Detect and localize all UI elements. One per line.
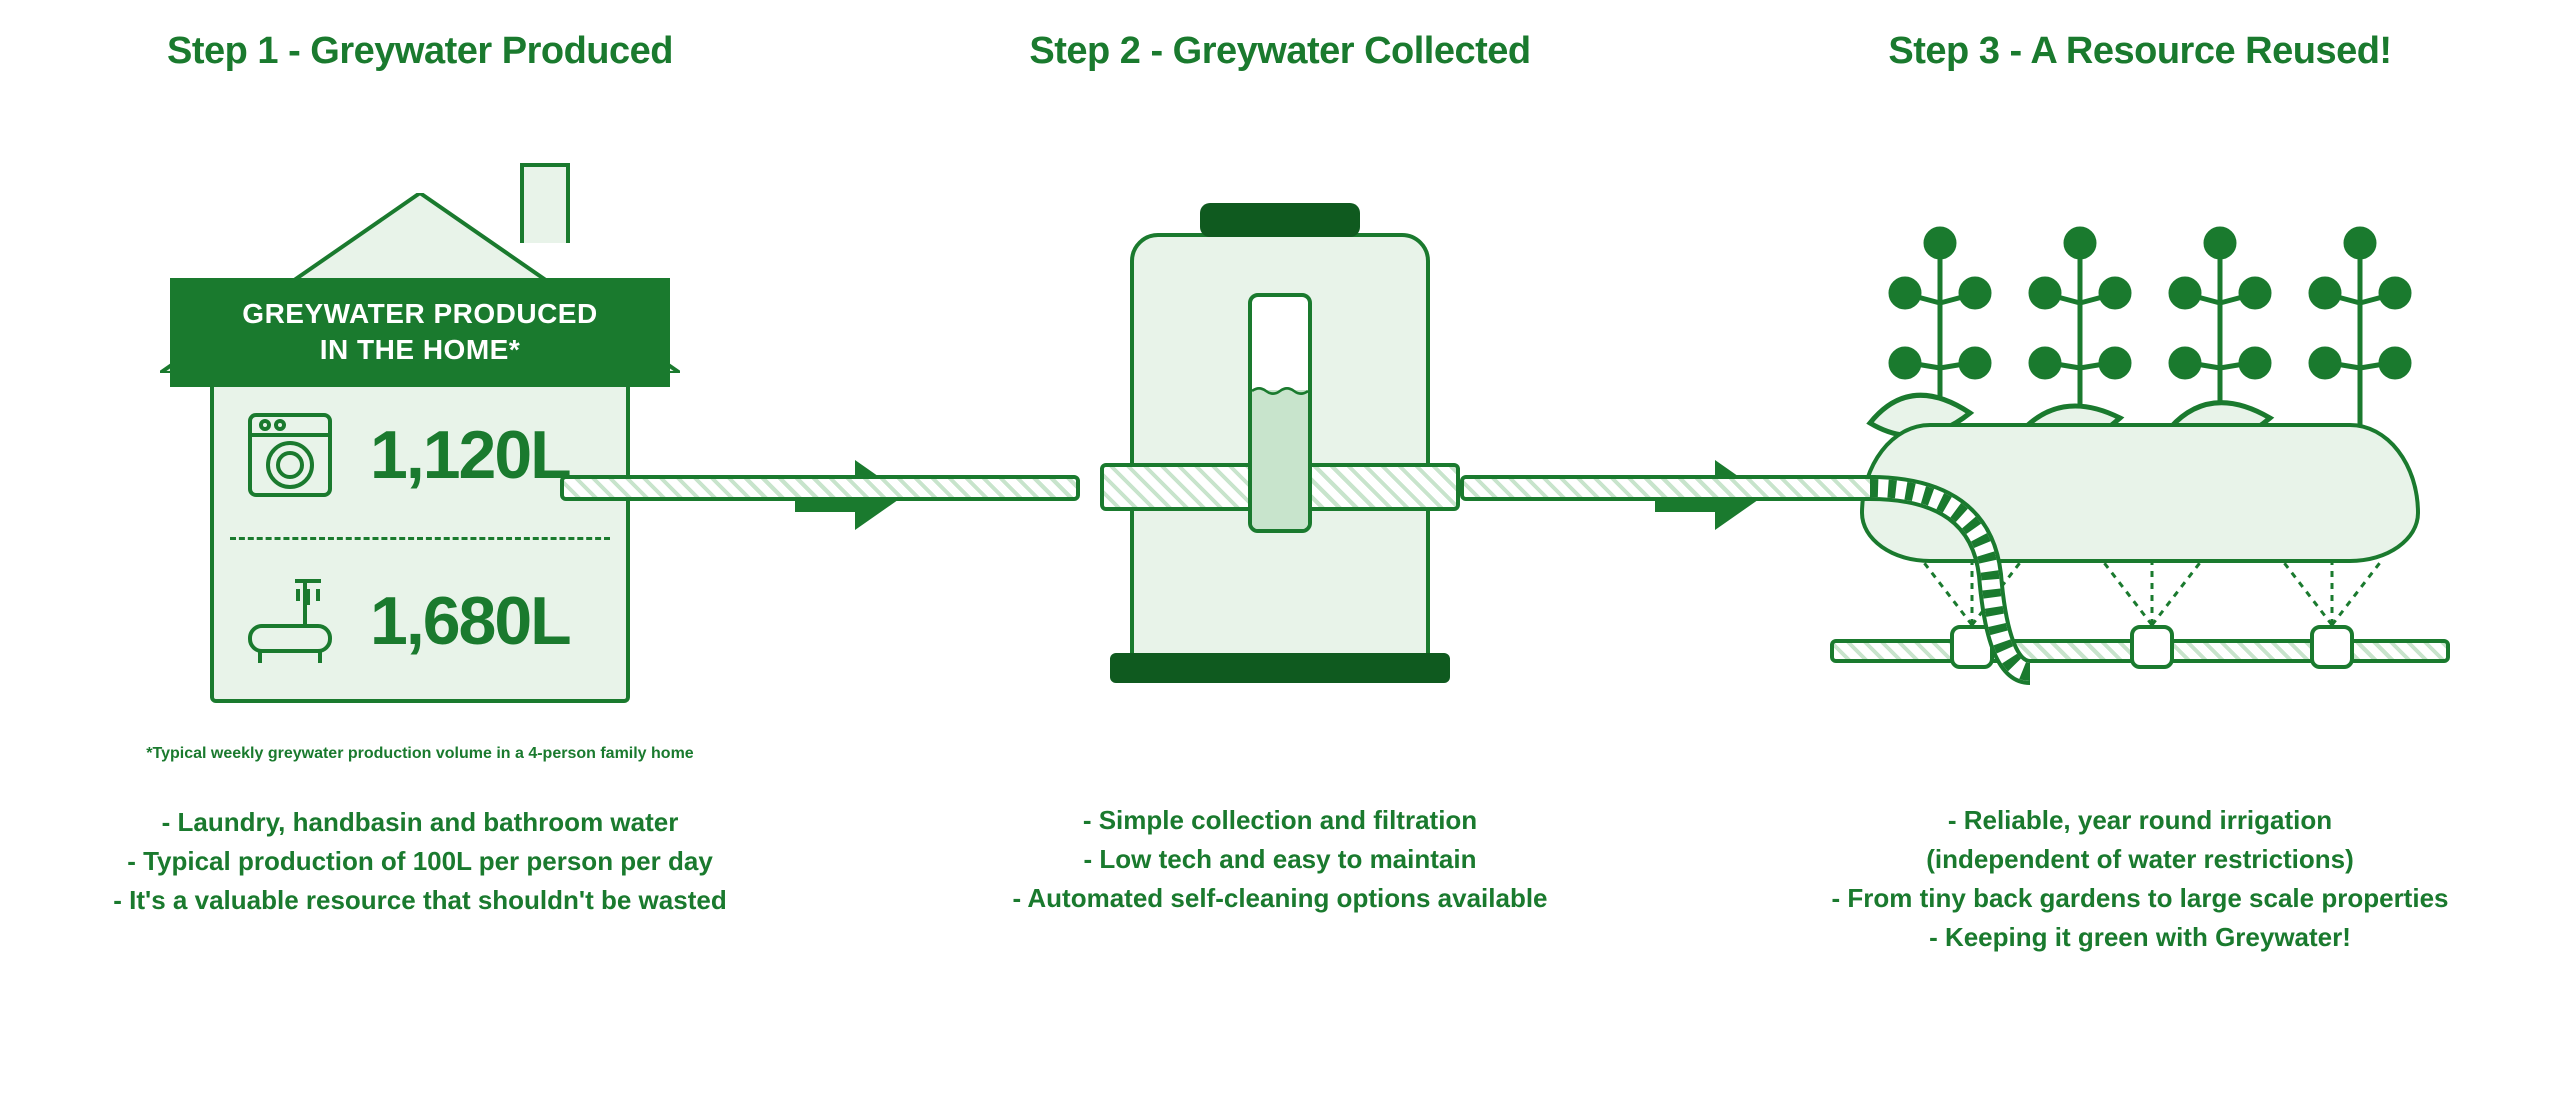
tank-lid bbox=[1200, 203, 1360, 237]
step-2-title: Step 2 - Greywater Collected bbox=[1029, 30, 1530, 73]
chimney-icon bbox=[520, 163, 570, 243]
tank-illustration bbox=[1080, 143, 1480, 703]
house-row-bathroom: 1,680L bbox=[230, 540, 610, 704]
laundry-volume: 1,120L bbox=[370, 416, 570, 494]
bullet: - Typical production of 100L per person … bbox=[113, 842, 726, 881]
step-3-bullets: - Reliable, year round irrigation (indep… bbox=[1832, 801, 2449, 957]
step-3-title: Step 3 - A Resource Reused! bbox=[1888, 30, 2391, 73]
spray-icon bbox=[2092, 555, 2212, 625]
house-row-laundry: 1,120L bbox=[230, 373, 610, 537]
pipe-house-to-tank bbox=[560, 475, 1080, 501]
step-1-footnote: *Typical weekly greywater production vol… bbox=[146, 745, 693, 763]
step-2-column: Step 2 - Greywater Collected - Simple co… bbox=[920, 30, 1640, 918]
sprinkler-head bbox=[2310, 625, 2354, 669]
step-1-graphic: GREYWATER PRODUCED IN THE HOME* bbox=[60, 113, 780, 733]
spray-icon bbox=[2272, 555, 2392, 625]
bullet: - From tiny back gardens to large scale … bbox=[1832, 879, 2449, 918]
bullet: - Laundry, handbasin and bathroom water bbox=[113, 803, 726, 842]
bullet: - It's a valuable resource that shouldn'… bbox=[113, 881, 726, 920]
banner-line-1: GREYWATER PRODUCED bbox=[180, 296, 660, 332]
bullet: (independent of water restrictions) bbox=[1832, 840, 2449, 879]
banner-line-2: IN THE HOME* bbox=[180, 332, 660, 368]
step-1-bullets: - Laundry, handbasin and bathroom water … bbox=[113, 803, 726, 920]
arrow-1 bbox=[780, 30, 920, 790]
arrow-2 bbox=[1640, 30, 1780, 790]
bathroom-icon bbox=[240, 571, 340, 671]
house-data-rows: 1,120L bbox=[230, 373, 610, 703]
step-2-bullets: - Simple collection and filtration - Low… bbox=[1012, 801, 1547, 918]
infographic-container: Step 1 - Greywater Produced GREYWATER PR… bbox=[0, 0, 2560, 1093]
water-surface-icon bbox=[1252, 385, 1308, 397]
washing-machine-icon bbox=[240, 405, 340, 505]
bullet: - Simple collection and filtration bbox=[1012, 801, 1547, 840]
bullet: - Low tech and easy to maintain bbox=[1012, 840, 1547, 879]
sight-tube-water bbox=[1252, 390, 1308, 529]
pipe-curve-icon bbox=[1870, 475, 2030, 685]
tank-base bbox=[1110, 653, 1450, 683]
bathroom-volume: 1,680L bbox=[370, 582, 570, 660]
house-banner: GREYWATER PRODUCED IN THE HOME* bbox=[170, 278, 670, 387]
step-1-title: Step 1 - Greywater Produced bbox=[167, 30, 673, 73]
house-illustration: GREYWATER PRODUCED IN THE HOME* bbox=[160, 143, 680, 703]
pipe-tank-to-garden bbox=[1460, 475, 1880, 501]
sight-tube bbox=[1248, 293, 1312, 533]
sprinkler-head bbox=[2130, 625, 2174, 669]
bullet: - Reliable, year round irrigation bbox=[1832, 801, 2449, 840]
bullet: - Automated self-cleaning options availa… bbox=[1012, 879, 1547, 918]
step-2-graphic bbox=[920, 113, 1640, 733]
bullet: - Keeping it green with Greywater! bbox=[1832, 918, 2449, 957]
